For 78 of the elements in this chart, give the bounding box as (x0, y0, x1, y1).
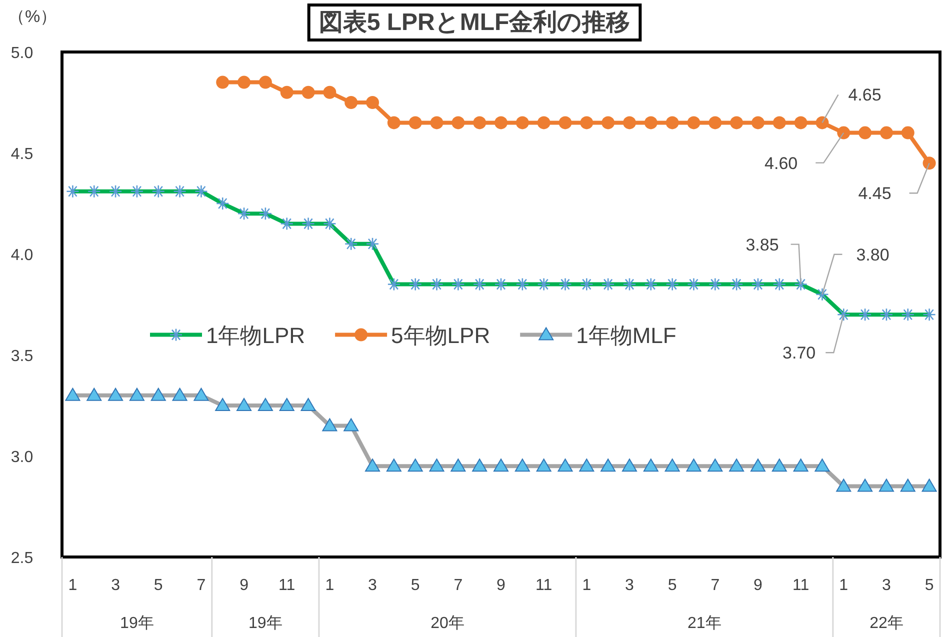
point (602, 116, 615, 130)
x-tick-label: 5 (668, 577, 677, 594)
point (858, 126, 872, 140)
x-tick-label: 3 (368, 577, 378, 594)
point (280, 86, 294, 99)
data-label: 4.45 (858, 184, 892, 204)
legend-label: 1年物MLF (576, 322, 676, 348)
x-tick-label: 1 (582, 577, 592, 594)
point (516, 116, 529, 130)
point (880, 126, 893, 140)
point (580, 116, 594, 130)
x-tick-label: 11 (278, 577, 296, 594)
point (216, 76, 230, 89)
point (238, 76, 251, 89)
point (366, 96, 380, 109)
text: 19年 (248, 615, 282, 632)
x-tick-label: 11 (536, 577, 552, 594)
text: 21年 (688, 615, 722, 632)
data-label: 3.80 (856, 245, 890, 264)
point (558, 116, 572, 130)
point (772, 116, 786, 130)
point (901, 126, 914, 140)
point (452, 116, 465, 130)
text: 19年 (120, 615, 154, 632)
y-tick-label: 2.5 (10, 550, 34, 567)
x-tick-label: 7 (454, 577, 463, 594)
point (344, 96, 358, 109)
legend-label: 1年物LPR (206, 322, 306, 348)
text: 20年 (430, 615, 464, 632)
x-tick-label: 1 (325, 577, 334, 594)
point (922, 156, 936, 170)
point (302, 86, 315, 99)
x-tick-label: 9 (240, 577, 249, 594)
text: 22年 (870, 615, 904, 632)
x-tick-label: 5 (410, 577, 420, 594)
chart-title: 図表5 LPRとMLF金利の推移 (318, 9, 630, 36)
point (258, 76, 272, 89)
y-tick-label: 3.5 (10, 348, 34, 365)
y-tick-label: 4.0 (10, 247, 34, 264)
data-label: 4.60 (764, 154, 798, 173)
x-tick-label: 3 (625, 577, 634, 594)
x-tick-label: 11 (792, 577, 810, 594)
x-tick-label: 5 (154, 577, 163, 594)
y-axis-title: （%） (8, 7, 58, 26)
point (408, 116, 422, 130)
data-label: 3.70 (782, 344, 816, 363)
point (387, 116, 400, 130)
point (687, 116, 700, 130)
x-tick-label: 1 (839, 577, 848, 594)
data-label: 4.65 (848, 86, 882, 105)
x-tick-label: 3 (882, 577, 892, 594)
point (323, 86, 336, 99)
x-tick-label: 7 (196, 577, 206, 594)
x-tick-label: 9 (754, 577, 763, 594)
point (622, 116, 636, 130)
point (430, 116, 444, 130)
y-tick-label: 4.5 (10, 146, 34, 163)
point (537, 116, 550, 130)
y-tick-label: 3.0 (10, 449, 34, 466)
point (644, 116, 658, 130)
x-tick-label: 3 (111, 577, 120, 594)
legend-label: 5年物LPR (391, 322, 490, 348)
x-tick-label: 9 (496, 577, 506, 594)
point (494, 116, 508, 130)
point (730, 116, 744, 130)
point (751, 116, 764, 130)
point (708, 116, 722, 130)
title: 図表5 LPRとMLF金利の推移 (307, 4, 642, 42)
x-tick-label: 5 (924, 577, 934, 594)
x-tick-label: 7 (710, 577, 720, 594)
point (666, 116, 679, 130)
point (794, 116, 808, 130)
x-tick-label: 1 (68, 577, 78, 594)
point (473, 116, 486, 130)
point (837, 126, 850, 140)
y-tick-label: 5.0 (10, 45, 34, 62)
data-label: 3.85 (746, 235, 779, 254)
point (816, 116, 829, 130)
